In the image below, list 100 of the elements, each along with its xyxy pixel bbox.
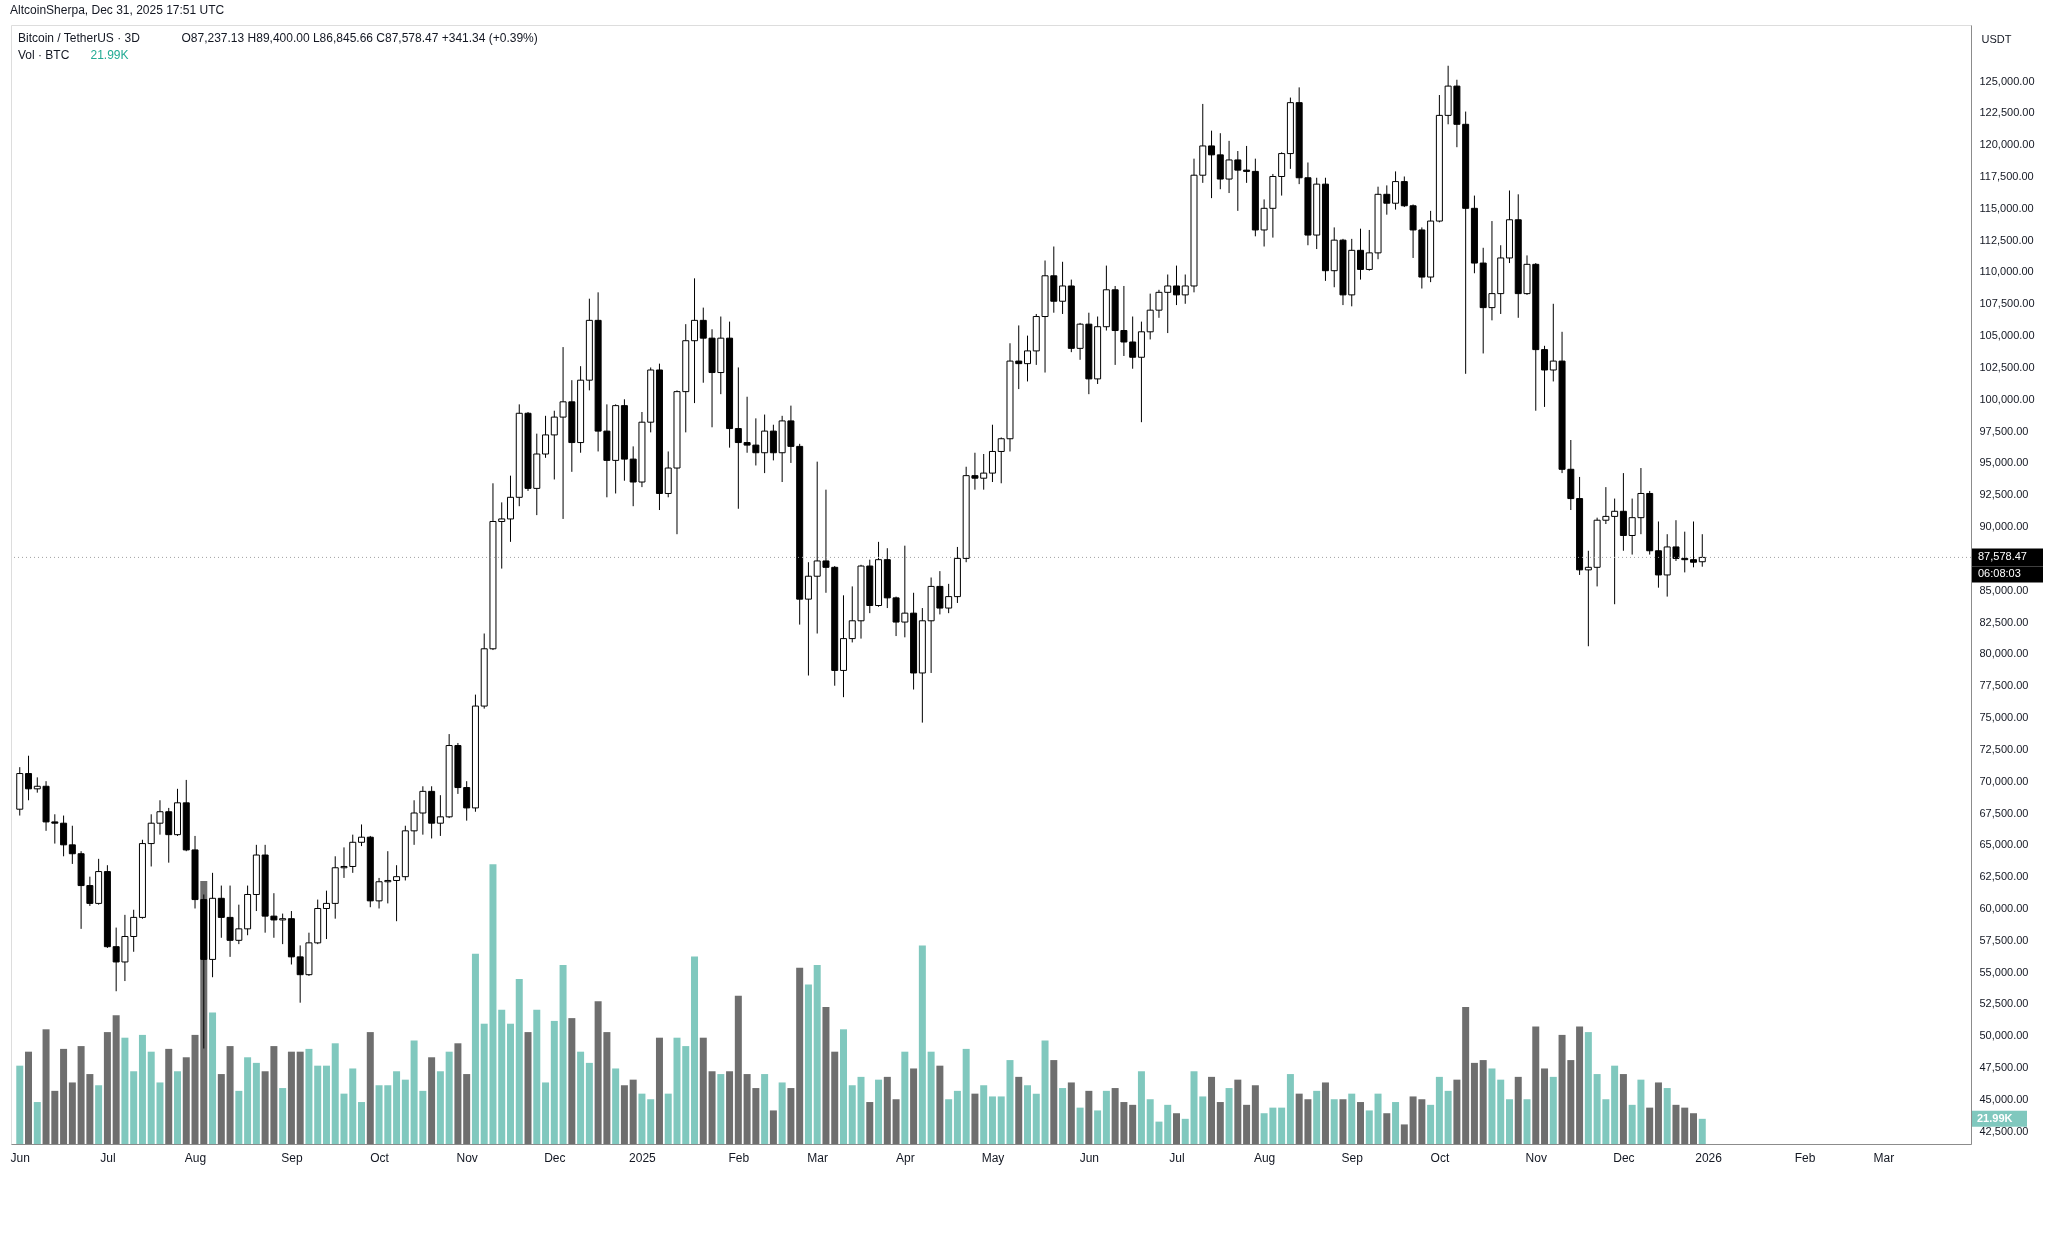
x-tick-label: Dec — [544, 1150, 566, 1165]
bar — [226, 1046, 234, 1144]
x-tick-label: 2025 — [629, 1150, 657, 1165]
bar — [349, 1068, 357, 1144]
x-tick-label: Oct — [370, 1150, 390, 1165]
bar — [358, 1102, 366, 1144]
bar — [1024, 1085, 1032, 1144]
y-tick-label: 110,000.00 — [1979, 265, 2034, 278]
bar — [1032, 1093, 1040, 1144]
bar — [1444, 1090, 1452, 1144]
bar — [927, 1051, 935, 1144]
bar — [428, 1057, 436, 1144]
bar — [1278, 1107, 1286, 1144]
candlestick — [1243, 145, 1251, 184]
candlestick — [1357, 228, 1365, 281]
bar — [1672, 1104, 1680, 1144]
bar — [322, 1065, 330, 1144]
bar — [1435, 1076, 1443, 1144]
bar — [1094, 1110, 1102, 1144]
text: AltcoinSherpa, Dec 31, 2025 17:51 UTC — [10, 3, 225, 17]
x-tick-label: Feb — [1794, 1150, 1816, 1165]
bar — [279, 1088, 287, 1144]
bar — [918, 945, 926, 1144]
y-tick-label: 90,000.00 — [1979, 520, 2029, 533]
bar — [1549, 1076, 1557, 1144]
bar — [804, 984, 812, 1144]
bar — [130, 1071, 138, 1144]
candlestick — [988, 424, 996, 483]
y-tick-label: 95,000.00 — [1979, 456, 2029, 469]
bar — [1681, 1107, 1689, 1144]
bar — [515, 978, 523, 1144]
bar — [1365, 1110, 1373, 1144]
bar — [1400, 1124, 1408, 1144]
y-tick-label: 92,500.00 — [1979, 488, 2029, 501]
bar — [901, 1051, 909, 1144]
bar — [1383, 1113, 1391, 1144]
x-tick-label: Apr — [895, 1150, 915, 1165]
bar — [16, 1065, 24, 1144]
bar — [1576, 1026, 1584, 1144]
y-tick-label: 77,500.00 — [1979, 679, 2029, 692]
x-tick-label: Sep — [1341, 1150, 1364, 1165]
bar — [25, 1051, 33, 1144]
bar — [585, 1062, 593, 1144]
bar — [542, 1082, 550, 1144]
x-tick-label: Feb — [728, 1150, 750, 1165]
x-tick-label: May — [981, 1150, 1005, 1165]
bar — [524, 1032, 532, 1144]
y-tick-label: 80,000.00 — [1979, 647, 2029, 660]
bar — [945, 1099, 953, 1144]
bar — [1479, 1060, 1487, 1144]
bar — [1313, 1090, 1321, 1144]
bar — [287, 1051, 295, 1144]
y-axis-title: USDT — [1981, 32, 2012, 45]
bar — [1453, 1079, 1461, 1144]
bar — [1339, 1099, 1347, 1144]
bar — [1059, 1088, 1067, 1144]
bar — [568, 1018, 576, 1144]
bar — [962, 1048, 970, 1144]
candlestick — [1059, 261, 1067, 315]
bar — [1067, 1082, 1075, 1144]
bar — [769, 1110, 777, 1144]
candlestick — [1024, 335, 1032, 382]
bar — [1497, 1079, 1505, 1144]
y-tick-label: 82,500.00 — [1979, 615, 2029, 628]
y-tick-label: 117,500.00 — [1979, 169, 2034, 182]
bar — [1690, 1113, 1697, 1144]
bar — [235, 1090, 243, 1144]
x-tick-label: Aug — [184, 1150, 207, 1165]
y-tick-label: 45,000.00 — [1979, 1092, 2029, 1105]
bar — [1243, 1104, 1251, 1144]
bar — [33, 1102, 41, 1144]
bar — [1321, 1082, 1329, 1144]
bar — [463, 1074, 471, 1144]
bar — [1505, 1099, 1513, 1144]
bar — [533, 1009, 541, 1144]
text: 21.99K — [1977, 1111, 2013, 1124]
bar — [112, 1015, 120, 1144]
bar — [971, 1093, 979, 1144]
bar — [620, 1085, 628, 1144]
x-tick-label: 2026 — [1695, 1150, 1723, 1165]
y-tick-label: 115,000.00 — [1979, 201, 2034, 214]
bar — [138, 1034, 146, 1144]
y-tick-label: 105,000.00 — [1979, 329, 2035, 342]
bar — [980, 1085, 988, 1144]
y-tick-label: 112,500.00 — [1979, 233, 2034, 246]
bar — [103, 1032, 111, 1144]
bar — [1462, 1006, 1470, 1144]
y-tick-label: 107,500.00 — [1979, 297, 2035, 310]
y-tick-label: 62,500.00 — [1979, 870, 2029, 883]
bar — [1085, 1090, 1093, 1144]
bar — [892, 1099, 900, 1144]
bar — [1208, 1076, 1216, 1144]
y-tick-label: 50,000.00 — [1979, 1029, 2029, 1042]
bar — [252, 1062, 260, 1144]
y-tick-label: 70,000.00 — [1979, 774, 2029, 787]
bar — [506, 1023, 514, 1144]
y-tick-label: 75,000.00 — [1979, 711, 2029, 724]
bar — [822, 1006, 830, 1144]
candlestick — [1208, 130, 1216, 199]
bar — [1619, 1074, 1627, 1144]
